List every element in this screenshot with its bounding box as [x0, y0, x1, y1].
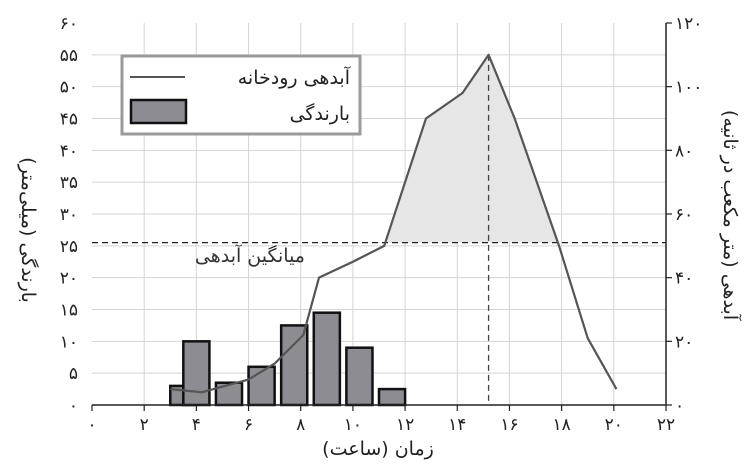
- axes: ۰ ۲ ۴ ۶ ۸ ۱۰ ۱۲ ۱۴ ۱۶ ۱۸ ۲۰ ۲۲۰۵۱۰۱۵۲۰۲۵۳۰۳۵۴۰۴۵۵۰۵…: [60, 14, 703, 435]
- x-tick-label: ۶: [244, 415, 253, 435]
- rainfall-bar: [214, 381, 244, 407]
- x-tick-label: ۸: [296, 415, 305, 435]
- x-tick-label: ۰: [87, 415, 96, 435]
- y-left-tick-label: ۳۰: [60, 205, 78, 225]
- y-right-tick-label: ۱۰۰: [675, 78, 702, 98]
- y-right-tick-label: ۶۰: [675, 205, 693, 225]
- mean-discharge-label: میانگین آبدهی: [195, 243, 305, 267]
- x-tick-label: ۲: [140, 415, 149, 435]
- y-right-tick-label: ۲۰: [675, 332, 693, 352]
- discharge-series: [92, 53, 666, 405]
- rainfall-bar: [312, 311, 342, 407]
- legend-bar-label: بارندگی: [290, 102, 350, 125]
- excess-discharge-shade: [385, 54, 558, 243]
- y-left-tick-label: ۵۵: [60, 46, 78, 66]
- y-left-tick-label: ۴۵: [60, 110, 78, 130]
- rainfall-bar: [247, 365, 276, 407]
- x-tick-label: ۱۴: [448, 415, 466, 435]
- y-right-tick-label: ۸۰: [675, 141, 693, 161]
- y-left-tick-label: ۴۰: [60, 141, 78, 161]
- y-left-tick-label: ۳۵: [60, 173, 78, 193]
- rainfall-bars: [169, 311, 407, 407]
- y-right-tick-label: ۱۲۰: [675, 14, 702, 34]
- y-left-tick-label: ۲۰: [60, 269, 78, 289]
- x-tick-label: ۴: [192, 415, 201, 435]
- rainfall-bar: [377, 387, 407, 407]
- legend: آبدهی رودخانه بارندگی: [120, 54, 362, 136]
- y-left-tick-label: ۱۵: [60, 301, 78, 321]
- legend-line-label: آبدهی رودخانه: [238, 65, 351, 89]
- y-left-tick-label: ۱۰: [60, 332, 78, 352]
- x-tick-label: ۱۰: [344, 415, 362, 435]
- rainfall-bar: [279, 324, 309, 407]
- right-axis-title: آبدهی (متر مکعب در ثانیه): [719, 110, 743, 321]
- left-axis-title: بارندگی (میلی‌متر): [17, 157, 40, 303]
- y-left-tick-label: ۶۰: [60, 14, 78, 34]
- x-tick-label: ۲۰: [605, 415, 623, 435]
- x-tick-label: ۱۲: [396, 415, 414, 435]
- x-tick-label: ۱۶: [500, 415, 518, 435]
- y-left-tick-label: ۵۰: [60, 78, 78, 98]
- rainfall-bar: [345, 346, 374, 407]
- x-axis-title: زمان (ساعت): [322, 438, 434, 460]
- y-left-tick-label: ۵: [69, 364, 78, 384]
- y-right-tick-label: ۴۰: [675, 269, 693, 289]
- excess-discharge-area: [385, 54, 558, 243]
- rainfall-bar: [182, 340, 211, 407]
- legend-bar-swatch: [129, 98, 188, 125]
- discharge-line: [170, 53, 618, 394]
- x-tick-label: ۱۸: [553, 415, 571, 435]
- y-left-tick-label: ۰: [69, 396, 78, 416]
- y-left-tick-label: ۲۵: [60, 237, 78, 257]
- y-right-tick-label: ۰: [675, 396, 684, 416]
- x-tick-label: ۲۲: [657, 415, 675, 435]
